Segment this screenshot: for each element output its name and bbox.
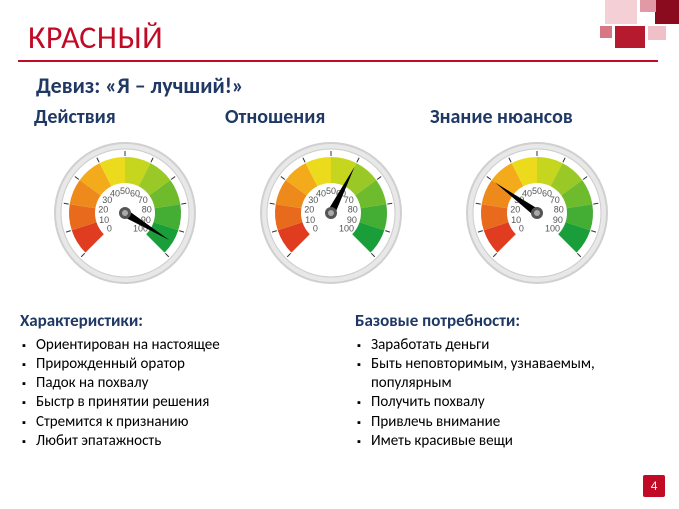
list-item: Быстр в принятии решения [22, 393, 320, 412]
svg-text:80: 80 [142, 205, 152, 215]
list-item: Иметь красивые вещи [357, 432, 655, 451]
gauge-row: 0102030405060708090100010203040506070809… [0, 140, 679, 290]
slide-subtitle: Девиз: «Я – лучший!» [36, 72, 244, 99]
characteristics-heading: Характеристики: [20, 310, 320, 332]
list-item: Привлечь внимание [357, 413, 655, 432]
decor-square [655, 0, 679, 24]
svg-text:20: 20 [304, 205, 314, 215]
svg-text:40: 40 [316, 188, 326, 198]
svg-text:40: 40 [110, 188, 120, 198]
svg-text:10: 10 [511, 215, 521, 225]
list-item: Прирожденный оратор [22, 355, 320, 374]
gauge: 0102030405060708090100 [52, 140, 198, 286]
gauge-label: Действия [34, 105, 116, 129]
needs-heading: Базовые потребности: [355, 310, 655, 332]
needs-block: Базовые потребности: Заработать деньгиБы… [355, 310, 655, 451]
svg-text:100: 100 [545, 224, 560, 234]
title-underline [18, 60, 658, 62]
svg-text:10: 10 [305, 215, 315, 225]
gauge-label: Отношения [225, 105, 325, 129]
gauge: 0102030405060708090100 [464, 140, 610, 286]
list-item: Любит эпатажность [22, 432, 320, 451]
corner-decoration [559, 0, 679, 60]
decor-square [615, 26, 645, 48]
svg-text:80: 80 [348, 205, 358, 215]
svg-text:50: 50 [326, 186, 336, 196]
characteristics-list: Ориентирован на настоящееПрирожденный ор… [20, 336, 320, 451]
gauge: 0102030405060708090100 [258, 140, 404, 286]
svg-text:80: 80 [554, 205, 564, 215]
decor-square [605, 0, 637, 24]
list-item: Заработать деньги [357, 336, 655, 355]
list-item: Быть неповторимым, узнаваемым, популярны… [357, 355, 655, 393]
slide-title: КРАСНЫЙ [28, 18, 163, 57]
svg-text:0: 0 [107, 224, 112, 234]
svg-text:100: 100 [339, 224, 354, 234]
decor-square [600, 26, 612, 38]
characteristics-block: Характеристики: Ориентирован на настояще… [20, 310, 320, 451]
svg-text:10: 10 [99, 215, 109, 225]
list-item: Ориентирован на настоящее [22, 336, 320, 355]
decor-square [648, 26, 666, 40]
gauge-label: Знание нюансов [430, 105, 573, 129]
svg-text:50: 50 [120, 186, 130, 196]
list-item: Падок на похвалу [22, 374, 320, 393]
svg-text:40: 40 [522, 188, 532, 198]
svg-text:20: 20 [510, 205, 520, 215]
list-item: Получить похвалу [357, 393, 655, 412]
svg-text:20: 20 [98, 205, 108, 215]
svg-text:0: 0 [313, 224, 318, 234]
list-item: Стремится к признанию [22, 413, 320, 432]
svg-text:0: 0 [519, 224, 524, 234]
needs-list: Заработать деньгиБыть неповторимым, узна… [355, 336, 655, 451]
svg-text:50: 50 [532, 186, 542, 196]
decor-square [640, 0, 656, 12]
page-number: 4 [643, 475, 665, 497]
